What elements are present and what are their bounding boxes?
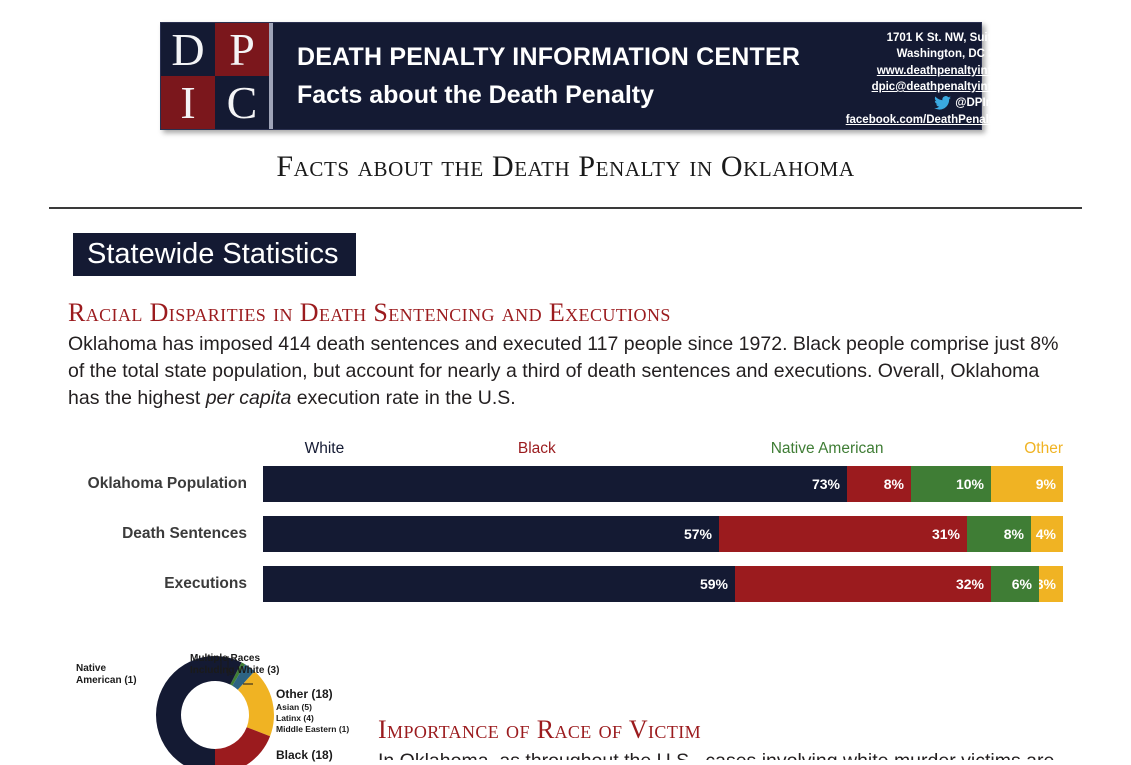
- chart-segment-white: 73%: [263, 466, 847, 502]
- paragraph-text-italic: per capita: [205, 386, 292, 409]
- donut-label-other: Other (18): [276, 687, 333, 701]
- subheading-racial-disparities: Racial Disparities in Death Sentencing a…: [68, 298, 671, 327]
- chart-legend-item-white: White: [304, 440, 345, 457]
- donut-label-native-american-line2: American (1): [76, 674, 137, 686]
- masthead-contact-block: 1701 K St. NW, Suite 205 Washington, DC …: [800, 23, 1030, 129]
- chart-segment-other: 9%: [991, 466, 1063, 502]
- donut-label-native-american-line1: Native: [76, 663, 107, 674]
- subheading-importance-race-of-victim: Importance of Race of Victim: [378, 715, 702, 744]
- chart-bar-track: 59% 32% 6% 3%: [263, 566, 1063, 602]
- chart-bar-label-death-sentences: Death Sentences: [122, 525, 247, 542]
- chart-legend-item-native-american: Native American: [770, 440, 884, 457]
- contact-address-line1: 1701 K St. NW, Suite 205: [886, 32, 1021, 44]
- contact-website-link[interactable]: www.deathpenaltyinfo.org: [876, 64, 1021, 77]
- chart-legend: White Black Native American Other: [273, 440, 1063, 466]
- chart-segment-white: 57%: [263, 516, 719, 552]
- chart-segment-native-american: 6%: [991, 566, 1039, 602]
- donut-label-black: Black (18): [276, 748, 333, 762]
- masthead-tagline: Facts about the Death Penalty: [297, 80, 655, 109]
- donut-label-other-middle-eastern: Middle Eastern (1): [276, 724, 350, 734]
- chart-bar-row: Oklahoma Population 73% 8% 10% 9%: [73, 466, 1063, 502]
- donut-label-native-american: Native American (1): [76, 663, 137, 686]
- dpic-logo: D P I C: [161, 23, 273, 129]
- chart-legend-item-black: Black: [517, 440, 556, 457]
- paragraph-race-of-victim: In Oklahoma, as throughout the U.S., cas…: [378, 748, 1073, 760]
- chart-bar-label-executions: Executions: [164, 575, 247, 592]
- logo-letter-i: I: [161, 76, 215, 129]
- contact-twitter-row[interactable]: @DPInfoCtr: [800, 95, 1020, 111]
- contact-address-line2: Washington, DC 20006: [896, 48, 1021, 61]
- paragraph-text-part2: execution rate in the U.S.: [291, 386, 516, 409]
- donut-label-multiple-races-line2: Including White (3): [190, 664, 280, 676]
- chart-bar-row: Death Sentences 57% 31% 8% 4%: [73, 516, 1063, 552]
- donut-label-other-latinx: Latinx (4): [276, 713, 314, 723]
- donut-label-multiple-races: Multiple Races Including White (3): [190, 653, 279, 676]
- logo-letter-c: C: [215, 76, 269, 129]
- chart-segment-native-american: 10%: [911, 466, 991, 502]
- section-banner-statewide-statistics: Statewide Statistics: [73, 233, 357, 276]
- chart-segment-black: 31%: [719, 516, 967, 552]
- chart-rows: Oklahoma Population 73% 8% 10% 9% Death Sente…: [73, 466, 1063, 602]
- chart-segment-black: 32%: [735, 566, 991, 602]
- contact-facebook-link[interactable]: facebook.com/DeathPenaltyInfo: [845, 113, 1021, 126]
- donut-label-multiple-races-line1: Multiple Races: [190, 653, 261, 664]
- donut-slice-native-american: [230, 662, 246, 686]
- logo-letter-p: P: [215, 23, 269, 76]
- chart-bar-track: 73% 8% 10% 9%: [263, 466, 1063, 502]
- organization-name: DEATH PENALTY INFORMATION CENTER: [297, 42, 801, 71]
- chart-legend-item-other: Other: [1024, 440, 1063, 457]
- chart-segment-black: 8%: [847, 466, 911, 502]
- donut-svg: [156, 656, 274, 765]
- donut-slice-white: [156, 656, 242, 765]
- donut-slice-black: [215, 727, 271, 765]
- chart-bar-label-oklahoma-population: Oklahoma Population: [87, 475, 247, 492]
- chart-segment-other: 3%: [1039, 566, 1063, 602]
- paragraph-text-part1: Oklahoma has imposed 414 death sentences…: [68, 333, 1059, 409]
- contact-twitter-handle: @DPInfoCtr: [955, 97, 1021, 110]
- chart-bar-row: Executions 59% 32% 6% 3%: [73, 566, 1063, 602]
- chart-segment-other: 4%: [1031, 516, 1063, 552]
- chart-bar-track: 57% 31% 8% 4%: [263, 516, 1063, 552]
- contact-email-link[interactable]: dpic@deathpenaltyinfo.org: [871, 80, 1021, 93]
- donut-label-other-asian: Asian (5): [276, 702, 312, 712]
- logo-letter-d: D: [161, 23, 215, 76]
- masthead-titles: DEATH PENALTY INFORMATION CENTER Facts a…: [273, 23, 800, 129]
- donut-slice-multiple-races-including-white: [232, 664, 255, 690]
- twitter-bird-icon: [934, 96, 952, 111]
- chart-segment-white: 59%: [263, 566, 735, 602]
- title-divider: [49, 207, 1082, 209]
- victim-race-donut-chart: Native American (1) Multiple Races Inclu…: [60, 645, 400, 765]
- racial-disparities-bar-chart: White Black Native American Other Oklahoma …: [73, 440, 1063, 616]
- paragraph-racial-disparities: Oklahoma has imposed 414 death sentences…: [68, 331, 1068, 412]
- page-title: Facts about the Death Penalty in Oklahom…: [276, 150, 855, 183]
- dpic-masthead: D P I C DEATH PENALTY INFORMATION CENTER…: [160, 22, 1020, 130]
- chart-segment-native-american: 8%: [967, 516, 1031, 552]
- donut-slice-other: [237, 671, 274, 737]
